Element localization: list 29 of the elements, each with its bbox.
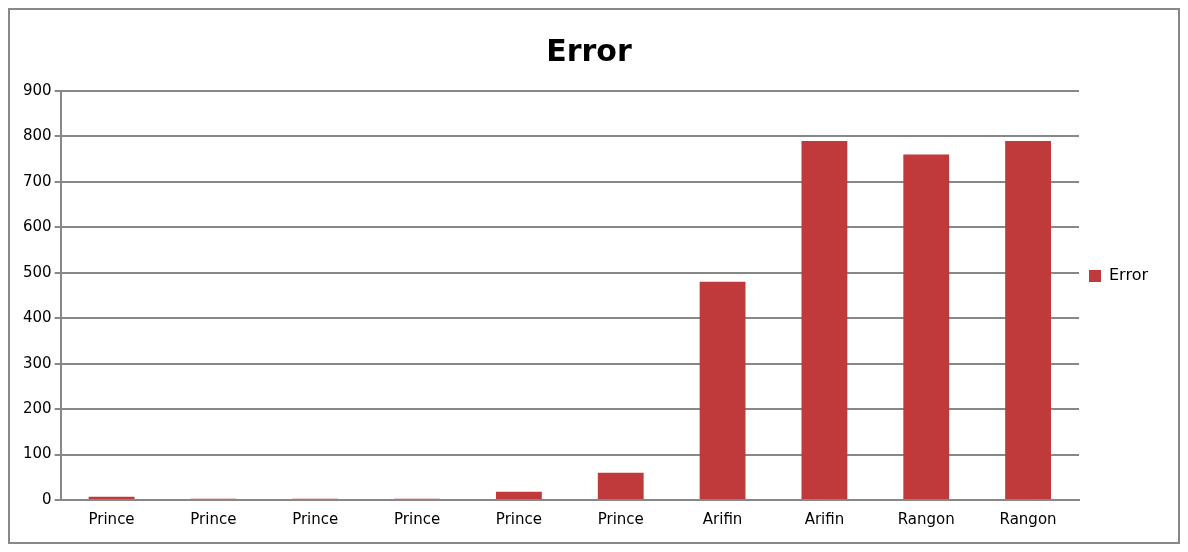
bar [699,281,746,499]
x-tick-label: Rangon [897,509,955,528]
y-tick-label: 100 [22,444,52,463]
chart-title: Error [546,32,632,68]
x-tick-label: Prince [495,509,542,528]
x-tick-label: Prince [292,509,339,528]
bar [801,140,848,499]
bar [597,472,644,499]
bar [903,154,950,499]
x-tick-label: Prince [190,509,237,528]
x-tick-label: Prince [394,509,441,528]
y-tick-label: 400 [22,308,52,327]
y-tick-label: 500 [22,262,52,281]
y-tick-label: 200 [22,399,52,417]
y-tick-label: 0 [42,489,52,508]
x-tick-label: Arifin [804,509,845,528]
y-tick-label: 700 [22,171,52,190]
bar [1005,140,1051,499]
x-tick-label: Prince [88,509,135,528]
x-tick-label: Arifin [702,509,743,528]
bar [495,491,542,499]
x-tick-label: Rangon [999,509,1057,528]
y-tick-label: 600 [22,217,52,236]
bar [88,496,135,499]
y-tick-label: 800 [22,126,52,145]
legend-label: Error [1109,265,1149,285]
x-tick-label: Prince [597,509,644,528]
y-tick-label: 900 [22,80,52,99]
y-tick-label: 300 [22,353,52,372]
